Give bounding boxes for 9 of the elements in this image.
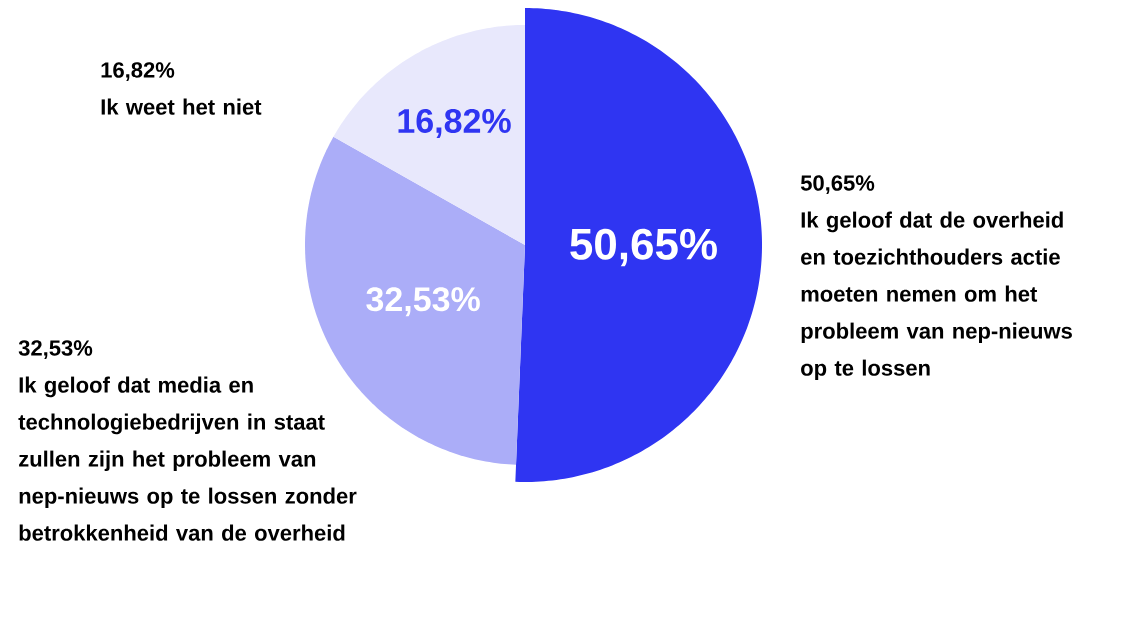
text: 16,82% <box>101 62 175 81</box>
slice-label: Ik geloof dat de overheid en toezichthouders actie moeten nemen om het probleem van nep-nieuws op te lossen <box>801 211 1072 381</box>
data-label: 32,53% <box>366 287 480 317</box>
slice-label: Ik geloof dat media en technologiebedrijven in staat zullen zijn het probleem van nep-nieuws op te lossen zonder betrokkenheid van de overheid <box>18 376 357 541</box>
text: 32,53% <box>18 340 93 359</box>
slice-label: Ik weet het niet <box>101 98 262 115</box>
data-label: 16,82% <box>398 108 511 138</box>
text: 50,65% <box>800 175 875 194</box>
data-label: 50,65% <box>570 228 717 267</box>
